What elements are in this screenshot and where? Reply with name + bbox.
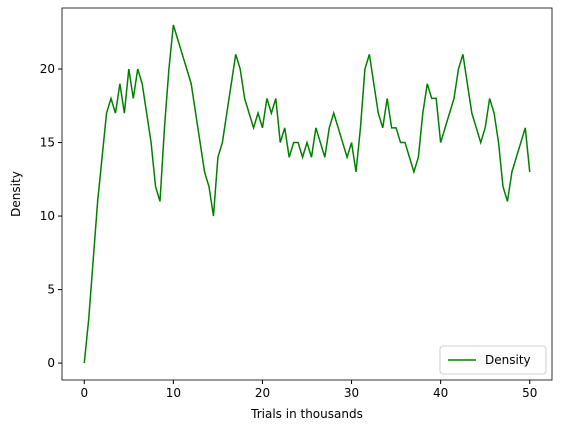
x-tick-label: 30 bbox=[344, 386, 359, 400]
x-tick-label: 50 bbox=[522, 386, 537, 400]
legend-label: Density bbox=[485, 353, 531, 367]
x-tick-label: 40 bbox=[433, 386, 448, 400]
x-tick-label: 10 bbox=[166, 386, 181, 400]
y-tick-label: 10 bbox=[40, 209, 55, 223]
y-tick-label: 5 bbox=[47, 283, 55, 297]
y-tick-label: 0 bbox=[47, 356, 55, 370]
x-tick-label: 20 bbox=[255, 386, 270, 400]
axes-frame bbox=[61, 7, 553, 381]
y-tick-label: 15 bbox=[40, 136, 55, 150]
line bbox=[83, 24, 531, 364]
y-axis-label: Density bbox=[9, 171, 23, 217]
legend-box bbox=[439, 345, 547, 375]
x-tick-label: 0 bbox=[80, 386, 88, 400]
y-tick-label: 20 bbox=[40, 62, 55, 76]
x-axis-label: Trials in thousands bbox=[250, 407, 363, 421]
